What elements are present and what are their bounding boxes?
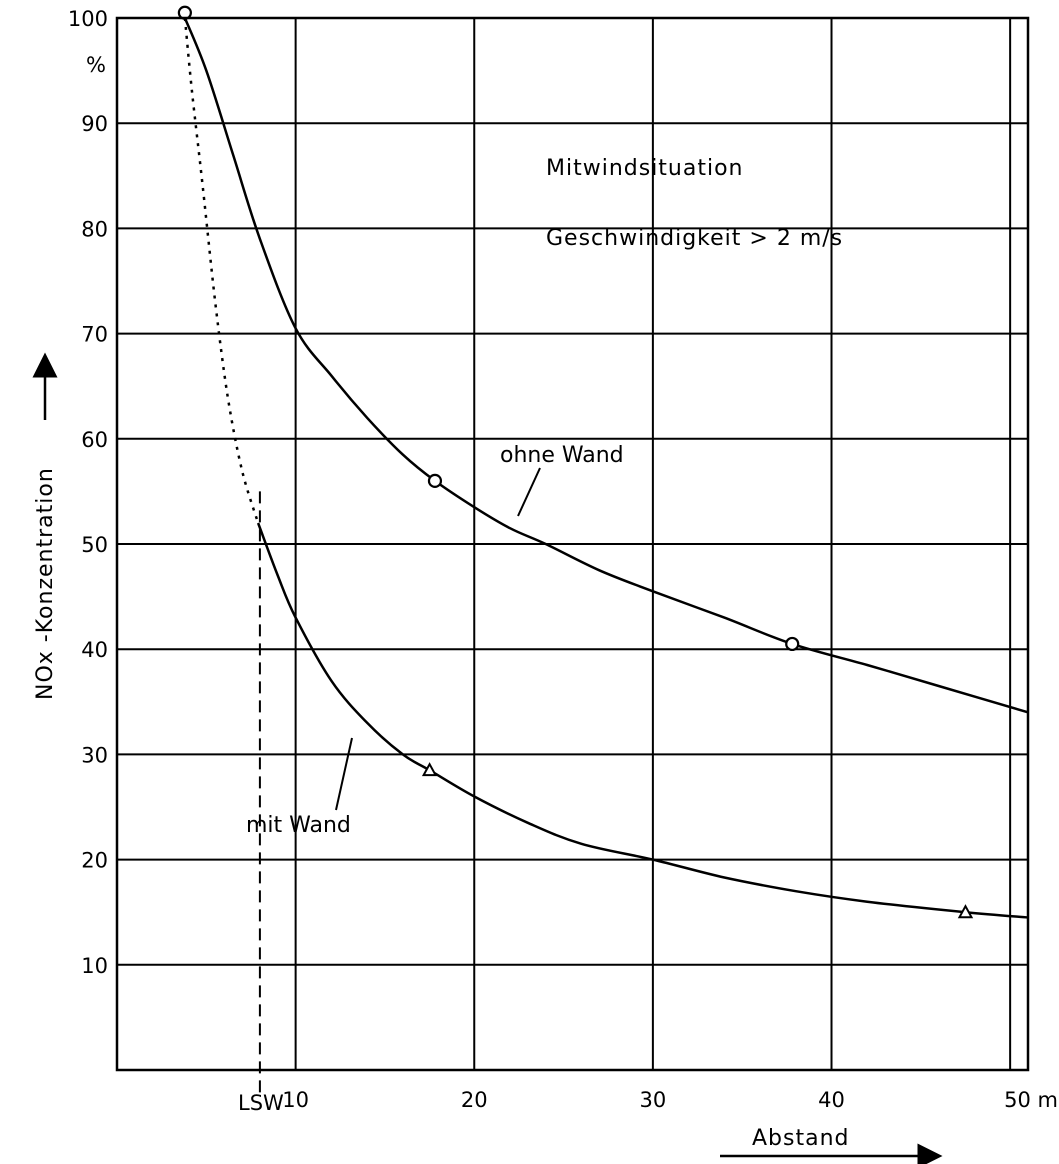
label-ohne-wand: ohne Wand xyxy=(500,443,624,468)
y-tick-label-80: 80 xyxy=(81,217,108,241)
leader-mit-wand xyxy=(335,737,353,811)
marker-circle-2 xyxy=(785,636,800,652)
annotation-speed: Geschwindigkeit > 2 m/s xyxy=(546,226,843,251)
x-tick-label-40: 40 xyxy=(818,1088,845,1112)
y-tick-label-20: 20 xyxy=(81,849,108,873)
y-tick-label-60: 60 xyxy=(81,428,108,452)
y-tick-label-40: 40 xyxy=(81,638,108,662)
marker-triangle-0 xyxy=(421,762,438,777)
y-tick-label-100: 100 xyxy=(68,7,108,31)
x-axis-label: Abstand xyxy=(752,1126,850,1151)
marker-triangle-1 xyxy=(957,904,974,919)
label-mit-wand: mit Wand xyxy=(246,813,351,838)
series-line-1 xyxy=(256,522,1029,919)
y-tick-label-50: 50 xyxy=(81,533,108,557)
x-tick-label-20: 20 xyxy=(461,1088,488,1112)
data-markers xyxy=(177,5,974,919)
tick-labels: 10 20 30 40 50 60 70 80 90 100 10 20 30 40 50 m xyxy=(68,7,1058,1112)
curves xyxy=(183,17,1029,919)
series-line-0 xyxy=(183,17,1029,714)
marker-circle-1 xyxy=(427,473,443,488)
y-tick-label-30: 30 xyxy=(81,743,108,767)
y-axis-label: NOx -Konzentration xyxy=(33,467,58,700)
x-tick-label-30: 30 xyxy=(640,1088,667,1112)
y-tick-label-70: 70 xyxy=(81,323,108,347)
x-tick-label-10: 10 xyxy=(282,1088,309,1112)
wall-marker-label: LSW xyxy=(238,1091,284,1115)
leader-ohne-wand xyxy=(517,467,541,517)
y-tick-label-90: 90 xyxy=(81,112,108,136)
series-line-2 xyxy=(183,17,260,524)
y-tick-label-10: 10 xyxy=(81,954,108,978)
plot-frame xyxy=(115,16,1030,1072)
grid-lines xyxy=(117,18,1028,1095)
y-unit-label: % xyxy=(86,53,106,77)
x-tick-label-50: 50 m xyxy=(1004,1088,1058,1112)
annotation-title: Mitwindsituation xyxy=(546,156,744,181)
